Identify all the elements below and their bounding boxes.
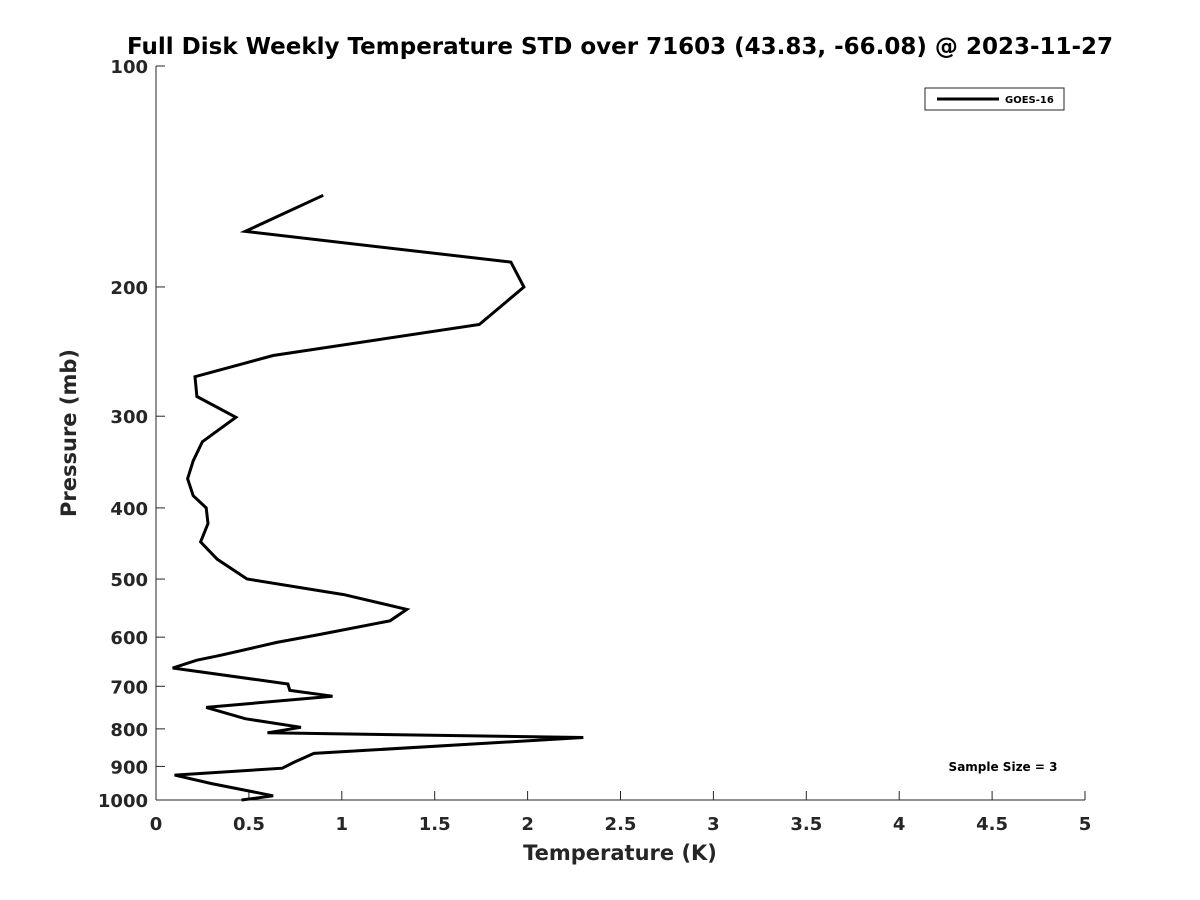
x-tick-label: 0.5 bbox=[233, 814, 265, 835]
y-tick-label: 400 bbox=[110, 499, 148, 520]
x-axis-label: Temperature (K) bbox=[523, 841, 717, 865]
series-line-goes-16 bbox=[172, 193, 584, 802]
x-tick-label: 3.5 bbox=[790, 814, 822, 835]
x-ticks: 0 0.5 1 1.5 2 2.5 3 3.5 4 4.5 5 bbox=[150, 791, 1092, 835]
legend-label: GOES-16 bbox=[1005, 95, 1054, 106]
chart-title: Full Disk Weekly Temperature STD over 71… bbox=[127, 34, 1113, 60]
y-axis-label: Pressure (mb) bbox=[57, 349, 81, 517]
x-tick-label: 4.5 bbox=[976, 814, 1008, 835]
x-tick-label: 2 bbox=[521, 814, 534, 835]
y-tick-label: 500 bbox=[110, 570, 148, 591]
sample-size-annotation: Sample Size = 3 bbox=[949, 760, 1058, 774]
y-tick-label: 100 bbox=[110, 57, 148, 78]
y-tick-label: 900 bbox=[110, 757, 148, 778]
y-tick-label: 600 bbox=[110, 628, 148, 649]
x-tick-label: 3 bbox=[707, 814, 720, 835]
legend: GOES-16 bbox=[924, 87, 1065, 111]
x-tick-label: 0 bbox=[150, 814, 163, 835]
y-tick-label: 300 bbox=[110, 407, 148, 428]
x-tick-label: 5 bbox=[1079, 814, 1092, 835]
y-ticks: 100 200 300 400 500 600 700 800 900 1000 bbox=[98, 57, 165, 812]
series-layer bbox=[172, 193, 584, 802]
x-tick-label: 4 bbox=[893, 814, 906, 835]
y-tick-label: 700 bbox=[110, 677, 148, 698]
x-tick-label: 1.5 bbox=[419, 814, 451, 835]
x-tick-label: 2.5 bbox=[605, 814, 637, 835]
y-tick-label: 800 bbox=[110, 720, 148, 741]
y-tick-label: 1000 bbox=[98, 791, 148, 812]
x-tick-label: 1 bbox=[336, 814, 349, 835]
y-tick-label: 200 bbox=[110, 278, 148, 299]
